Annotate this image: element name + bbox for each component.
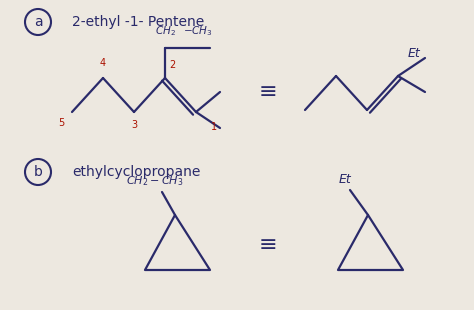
- Text: 5: 5: [58, 118, 64, 128]
- Text: $-CH_3$: $-CH_3$: [183, 24, 213, 38]
- Text: 2-ethyl -1- Pentene: 2-ethyl -1- Pentene: [72, 15, 204, 29]
- Text: Et: Et: [338, 173, 351, 186]
- Text: 3: 3: [131, 120, 137, 130]
- Text: ethylcyclopropane: ethylcyclopropane: [72, 165, 201, 179]
- Text: b: b: [34, 165, 43, 179]
- Text: 2: 2: [169, 60, 175, 70]
- Text: $CH_2$: $CH_2$: [155, 24, 176, 38]
- Text: 4: 4: [100, 58, 106, 68]
- Text: ≡: ≡: [259, 235, 277, 255]
- Text: ≡: ≡: [259, 82, 277, 102]
- Text: 1: 1: [211, 122, 217, 132]
- Text: Et: Et: [408, 47, 421, 60]
- Text: a: a: [34, 15, 42, 29]
- Text: $CH_2-CH_3$: $CH_2-CH_3$: [126, 174, 184, 188]
